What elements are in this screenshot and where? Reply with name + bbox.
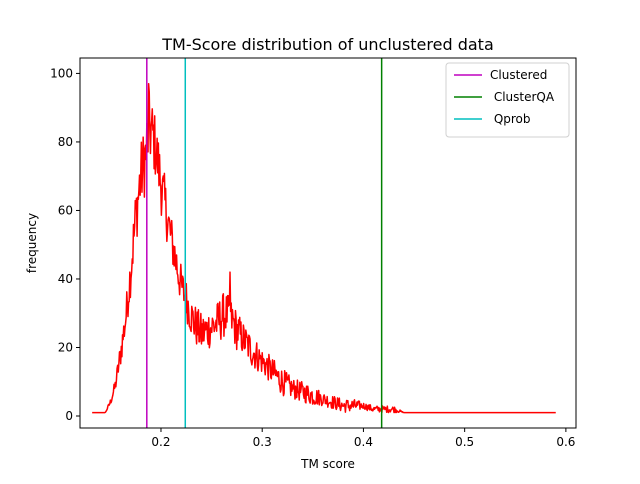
x-tick-label: 0.2 [151,435,170,449]
x-axis-label: TM score [300,457,355,471]
x-axis: 0.2 0.3 0.4 0.5 0.6 [151,428,575,449]
vline-layer [146,58,383,428]
y-tick-label: 0 [65,409,73,423]
series-line [92,82,556,414]
legend: Clustered ClusterQA Qprob [445,62,570,138]
legend-label: Clustered [490,68,547,82]
legend-label: Qprob [490,112,531,126]
legend-label: ClusterQA [490,90,555,104]
y-axis-label: frequency [25,213,39,273]
series-layer [92,82,556,414]
y-tick-label: 40 [58,272,73,286]
plot-frame [79,57,577,429]
y-tick-label: 60 [58,203,73,217]
y-axis: 0 20 40 60 80 100 [50,66,80,423]
x-tick-label: 0.3 [253,435,272,449]
y-tick-label: 20 [58,340,73,354]
chart-title: TM-Score distribution of unclustered dat… [161,35,494,54]
y-tick-label: 100 [50,66,73,80]
x-tick-label: 0.6 [556,435,575,449]
x-tick-label: 0.5 [455,435,474,449]
y-tick-label: 80 [58,135,73,149]
x-tick-label: 0.4 [354,435,373,449]
